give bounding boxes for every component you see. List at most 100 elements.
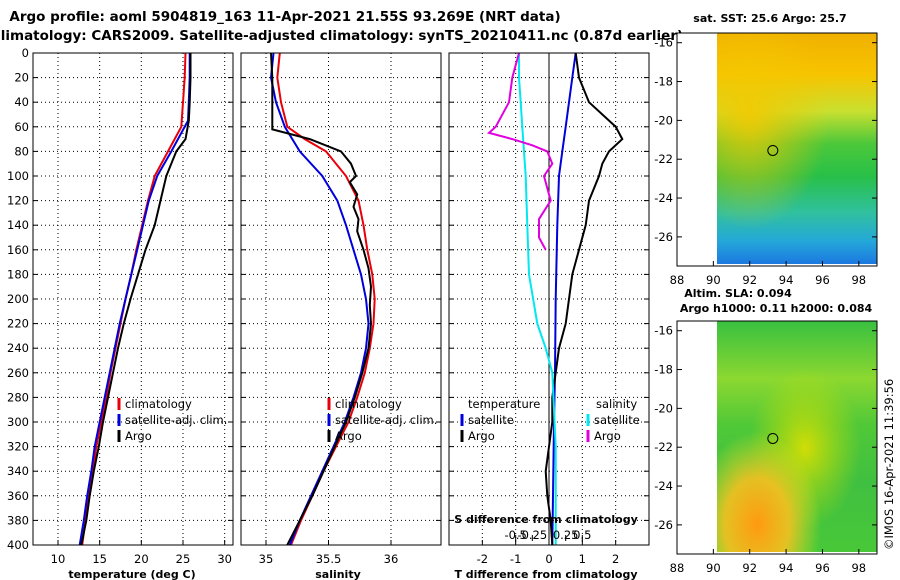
legend-label-s-argo: Argo bbox=[594, 429, 621, 443]
sla-argo-position-marker bbox=[767, 432, 779, 444]
series-satellite-adj-clim- bbox=[269, 52, 370, 546]
map-y-tick-label: -16 bbox=[654, 36, 673, 50]
salinity-xlabel: salinity bbox=[315, 568, 361, 580]
map-x-tick-label: 88 bbox=[670, 561, 685, 575]
temperature-legend: climatology satellite-adj. clim. Argo bbox=[117, 397, 227, 443]
y-tick-label: 100 bbox=[7, 169, 29, 183]
x-tick-label: 10 bbox=[51, 552, 66, 566]
y-tick-label: 120 bbox=[7, 194, 29, 208]
legend-label-t-satellite: satellite bbox=[468, 413, 514, 427]
y-tick-label: 280 bbox=[7, 390, 29, 404]
map-y-tick-label: -26 bbox=[654, 230, 673, 244]
y-tick-label: 180 bbox=[7, 267, 29, 281]
map-y-tick-label: -18 bbox=[654, 363, 673, 377]
map-y-tick-label: -20 bbox=[654, 113, 673, 127]
y-tick-label: 160 bbox=[7, 243, 29, 257]
y-tick-label: 320 bbox=[7, 440, 29, 454]
y-tick-label: 140 bbox=[7, 218, 29, 232]
salinity-panel: 35 35.5 36 climatology satellite-adj. clim… bbox=[240, 52, 442, 580]
map-y-tick-label: -22 bbox=[654, 440, 673, 454]
y-tick-label: 300 bbox=[7, 415, 29, 429]
y-tick-label: 60 bbox=[14, 120, 29, 134]
series-s-satellite bbox=[518, 53, 557, 545]
x-tick-label: -2 bbox=[477, 552, 488, 566]
sla-map-title-line-1: Altim. SLA: 0.094 bbox=[684, 287, 792, 300]
s-tick-label: 0.25 bbox=[553, 528, 579, 542]
legend-label-climatology: climatology bbox=[335, 397, 402, 411]
map-y-tick-label: -24 bbox=[654, 191, 673, 205]
map-x-tick-label: 98 bbox=[851, 273, 866, 287]
series-argo bbox=[270, 52, 373, 546]
x-tick-label: 36 bbox=[384, 552, 399, 566]
y-tick-label: 260 bbox=[7, 366, 29, 380]
salinity-legend: climatology satellite-adj. clim. Argo bbox=[327, 397, 437, 443]
legend-label-climatology: climatology bbox=[125, 397, 192, 411]
temperature-panel: 10 15 20 25 30020406080100120140160180200220… bbox=[7, 46, 234, 580]
x-tick-label: 35 bbox=[259, 552, 274, 566]
difference-panel: -2 -1 0 1 2 -0.5-0.25 0.250.5 temperature sali… bbox=[448, 52, 650, 580]
series-t-argo bbox=[544, 52, 624, 546]
sla-map-warm-region bbox=[717, 321, 877, 552]
x-tick-label: 2 bbox=[612, 552, 619, 566]
legend-label-argo: Argo bbox=[335, 429, 362, 443]
sst-map-frame bbox=[676, 32, 878, 267]
sst-argo-position-marker bbox=[767, 144, 779, 156]
legend-label-argo: Argo bbox=[125, 429, 152, 443]
map-y-tick-label: -20 bbox=[654, 401, 673, 415]
sla-map-title-line-2: Argo h1000: 0.11 h2000: 0.084 bbox=[680, 302, 873, 315]
y-tick-label: 400 bbox=[7, 538, 29, 552]
map-y-tick-label: -22 bbox=[654, 152, 673, 166]
legend-label-t-argo: Argo bbox=[468, 429, 495, 443]
map-x-tick-label: 96 bbox=[815, 561, 830, 575]
map-x-tick-label: 88 bbox=[670, 273, 685, 287]
legend-label-satellite: satellite-adj. clim. bbox=[335, 413, 437, 427]
s-tick-label: -0.5 bbox=[504, 528, 526, 542]
map-x-tick-label: 92 bbox=[742, 273, 757, 287]
temperature-xlabel: temperature (deg C) bbox=[68, 568, 195, 580]
sst-map-warm-region bbox=[717, 33, 877, 264]
map-x-tick-label: 94 bbox=[779, 561, 794, 575]
x-tick-label: 0 bbox=[545, 552, 552, 566]
difference-xlabel: T difference from climatology bbox=[454, 568, 637, 580]
map-x-tick-label: 94 bbox=[779, 273, 794, 287]
map-x-tick-label: 92 bbox=[742, 561, 757, 575]
title-line-2: Climatology: CARS2009. Satellite-adjuste… bbox=[0, 28, 683, 44]
title-line-1: Argo profile: aoml 5904819_163 11-Apr-20… bbox=[9, 9, 560, 25]
y-tick-label: 360 bbox=[7, 489, 29, 503]
difference-inner-label: S difference from climatology bbox=[454, 513, 638, 526]
map-y-tick-label: -16 bbox=[654, 324, 673, 338]
map-x-tick-label: 96 bbox=[815, 273, 830, 287]
y-tick-label: 240 bbox=[7, 341, 29, 355]
series-s-argo bbox=[486, 52, 554, 251]
map-x-tick-label: 98 bbox=[851, 561, 866, 575]
series-t-satellite bbox=[551, 52, 577, 546]
map-y-tick-label: -26 bbox=[654, 518, 673, 532]
y-tick-label: 40 bbox=[14, 95, 29, 109]
x-tick-label: 30 bbox=[217, 552, 232, 566]
legend-title-salinity: salinity bbox=[596, 397, 637, 411]
y-tick-label: 80 bbox=[14, 144, 29, 158]
map-y-tick-label: -24 bbox=[654, 479, 673, 493]
legend-title-temperature: temperature bbox=[468, 397, 540, 411]
y-tick-label: 200 bbox=[7, 292, 29, 306]
map-x-tick-label: 90 bbox=[706, 273, 721, 287]
sla-map-frame bbox=[676, 320, 878, 555]
series-argo bbox=[80, 53, 192, 546]
x-tick-label: -1 bbox=[510, 552, 521, 566]
sla-map-panel: Altim. SLA: 0.094 Argo h1000: 0.11 h2000… bbox=[654, 287, 878, 575]
difference-legend: temperature salinity satellite Argo sate… bbox=[460, 397, 640, 443]
x-tick-label: 25 bbox=[176, 552, 191, 566]
s-tick-label: -0.25 bbox=[517, 528, 547, 542]
sst-map-panel: sat. SST: 25.6 Argo: 25.7 88 90 92 94 96 98 -1… bbox=[654, 12, 878, 287]
map-y-tick-label: -18 bbox=[654, 75, 673, 89]
y-tick-label: 20 bbox=[14, 71, 29, 85]
map-x-tick-label: 90 bbox=[706, 561, 721, 575]
legend-label-s-satellite: satellite bbox=[594, 413, 640, 427]
y-tick-label: 0 bbox=[22, 46, 29, 60]
y-tick-label: 340 bbox=[7, 464, 29, 478]
y-tick-label: 380 bbox=[7, 513, 29, 527]
x-tick-label: 15 bbox=[92, 552, 107, 566]
imos-timestamp: ©IMOS 16-Apr-2021 11:39:56 bbox=[882, 379, 896, 550]
x-tick-label: 20 bbox=[134, 552, 149, 566]
